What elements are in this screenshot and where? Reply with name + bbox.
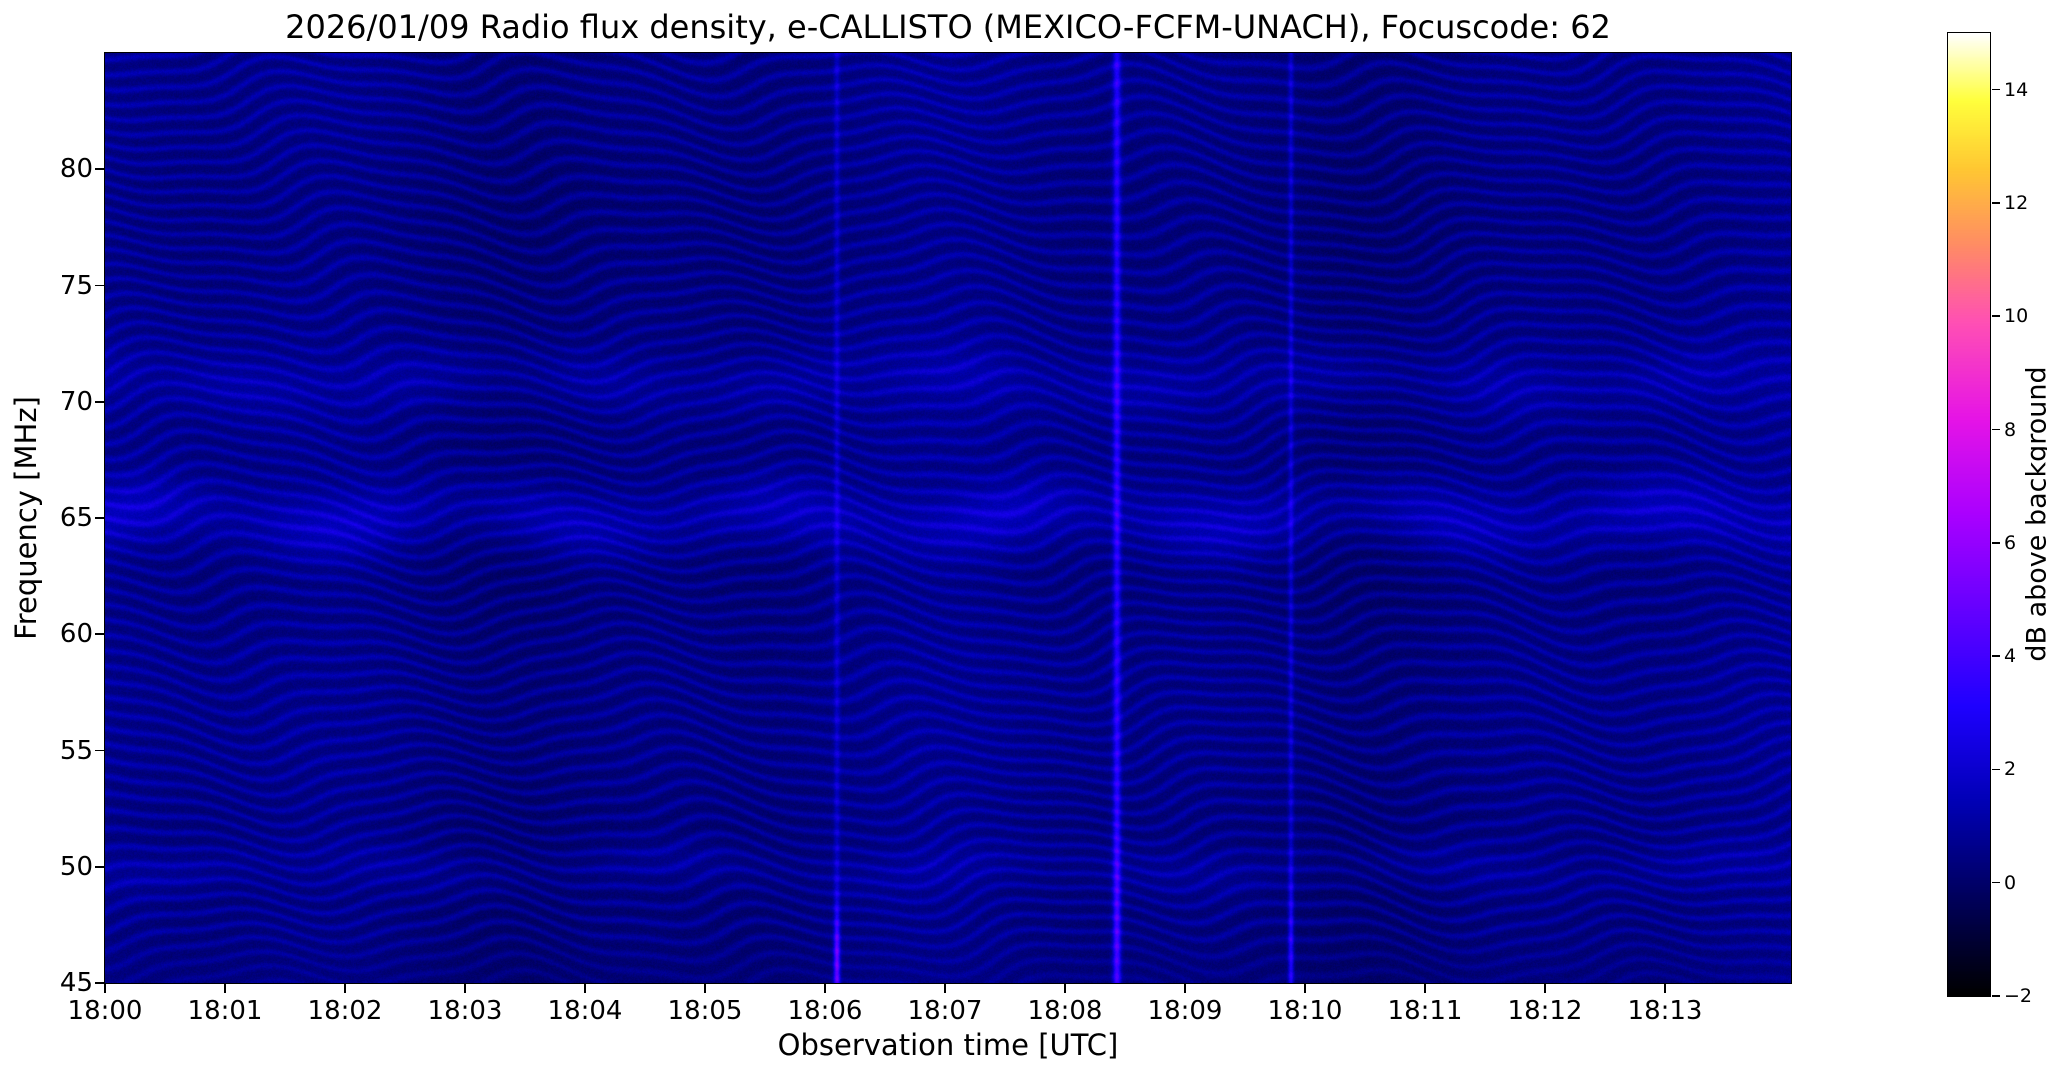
y-tick-mark [95,168,104,171]
chart-title: 2026/01/09 Radio flux density, e-CALLIST… [285,8,1611,46]
colorbar-tick-mark [1992,768,2000,771]
colorbar-tick-mark [1992,542,2000,544]
colorbar-tick-label: 10 [2004,305,2029,328]
colorbar-tick-label: 4 [2004,645,2017,668]
x-tick-label: 18:08 [1027,996,1103,1026]
x-tick-label: 18:00 [67,996,143,1026]
colorbar-tick-label: −2 [2004,985,2033,1007]
x-tick-mark [1304,984,1306,993]
y-tick-mark [95,633,104,636]
x-tick-label: 18:06 [787,996,863,1026]
y-tick-mark [95,400,104,403]
x-tick-label: 18:11 [1387,996,1463,1026]
colorbar-tick-label: 14 [2004,78,2029,101]
colorbar-tick-mark [1992,315,2000,318]
spectrogram-canvas [104,52,1792,984]
y-tick-label: 55 [59,735,93,766]
x-tick-label: 18:12 [1507,996,1583,1026]
colorbar-tick-mark [1992,428,2000,431]
x-tick-label: 18:05 [667,996,743,1026]
x-tick-label: 18:13 [1627,996,1703,1026]
y-tick-mark [95,865,104,868]
x-tick-label: 18:02 [307,996,383,1026]
x-tick-mark [584,984,586,993]
x-tick-mark [704,984,706,993]
colorbar-tick-mark [1992,88,2000,91]
colorbar-tick-label: 2 [2004,758,2017,781]
y-tick-mark [95,517,104,519]
colorbar-tick-label: 12 [2004,191,2029,214]
x-tick-mark [1184,984,1186,993]
colorbar-tick-label: 0 [2004,871,2017,894]
x-tick-label: 18:07 [907,996,983,1026]
y-tick-mark [95,749,104,752]
y-tick-label: 60 [59,619,93,650]
y-tick-mark [95,284,104,287]
x-tick-mark [344,984,346,993]
y-axis-label: Frequency [MHz] [9,396,43,640]
x-axis-label: Observation time [UTC] [777,1028,1119,1062]
colorbar-tick-label: 8 [2004,418,2017,441]
colorbar-tick-label: 6 [2004,531,2017,554]
y-tick-label: 75 [59,270,93,301]
x-tick-mark [1424,984,1426,993]
y-tick-label: 70 [59,386,93,417]
y-tick-label: 80 [59,154,93,185]
colorbar-tick-mark [1992,202,2000,204]
colorbar-tick-mark [1992,995,2000,997]
colorbar-label: dB above background [2021,366,2047,662]
x-tick-mark [224,984,226,993]
x-tick-mark [464,984,466,993]
y-tick-mark [95,982,104,984]
y-tick-label: 65 [59,503,93,533]
y-tick-label: 45 [59,968,93,998]
x-tick-mark [1064,984,1066,993]
colorbar [1947,32,1991,997]
x-tick-mark [1544,984,1546,993]
x-tick-label: 18:04 [547,996,623,1026]
x-tick-mark [944,984,946,993]
x-tick-label: 18:10 [1267,996,1343,1026]
x-tick-label: 18:01 [187,996,263,1026]
colorbar-tick-mark [1992,655,2000,657]
x-tick-mark [824,984,826,993]
y-tick-label: 50 [59,851,93,882]
colorbar-tick-mark [1992,881,2000,884]
x-tick-label: 18:03 [427,996,503,1026]
x-tick-label: 18:09 [1147,996,1223,1026]
x-tick-mark [104,984,106,993]
x-tick-mark [1664,984,1666,993]
